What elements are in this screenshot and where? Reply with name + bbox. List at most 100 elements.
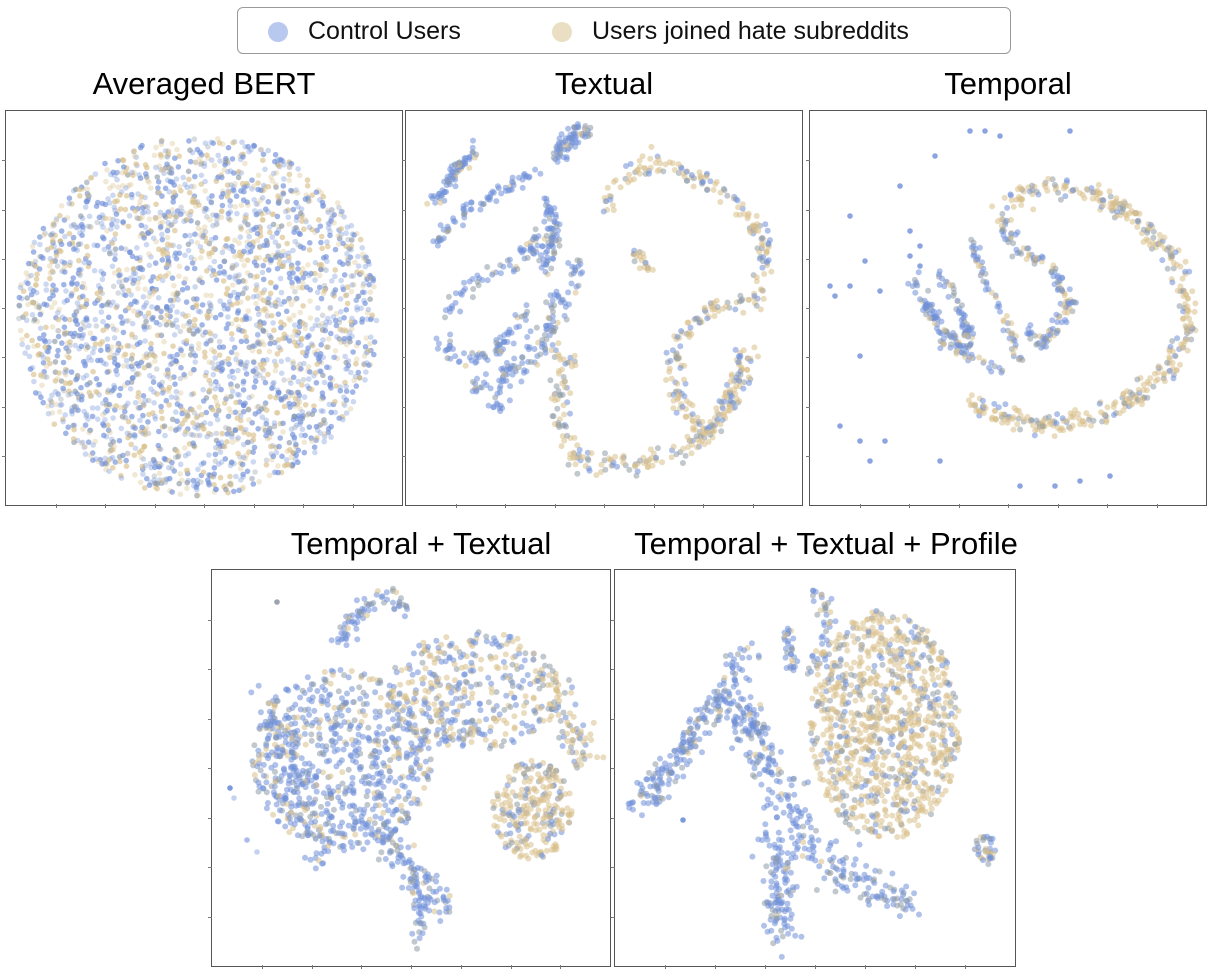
point-hate-user: [148, 340, 154, 347]
point-hate-user: [1184, 295, 1191, 302]
point-control-user: [118, 425, 125, 432]
point-hate-user: [167, 375, 174, 382]
point-hate-user: [245, 295, 251, 301]
point-control-user: [473, 387, 480, 394]
point-control-user: [317, 197, 323, 203]
point-control-user: [282, 252, 288, 259]
point-control-user: [177, 461, 184, 468]
point-control-user: [321, 379, 328, 386]
point-hate-user: [1015, 407, 1022, 414]
point-control-user: [365, 258, 372, 265]
point-hate-user: [66, 262, 73, 269]
point-control-user: [240, 474, 246, 480]
point-hate-user: [152, 353, 158, 360]
point-hate-user: [221, 167, 227, 173]
point-control-user: [221, 306, 228, 312]
x-axis-tick: [752, 504, 754, 508]
point-control-user: [241, 408, 247, 415]
point-control-user: [133, 154, 140, 160]
point-control-user: [80, 293, 86, 300]
point-hate-user: [31, 343, 37, 349]
point-control-user: [86, 354, 92, 360]
point-control-user: [461, 279, 467, 286]
point-hate-user: [685, 319, 692, 326]
point-control-user: [213, 212, 219, 219]
point-control-user: [200, 460, 207, 466]
point-control-user: [679, 460, 686, 466]
point-hate-user: [170, 343, 176, 349]
point-hate-user: [351, 282, 357, 288]
point-hate-user: [193, 432, 200, 439]
point-control-user: [967, 128, 973, 134]
point-hate-user: [1161, 378, 1168, 385]
point-control-user: [285, 356, 291, 363]
point-hate-user: [66, 230, 73, 237]
point-hate-user: [721, 412, 728, 419]
point-control-user: [452, 161, 459, 168]
point-control-user: [137, 417, 143, 424]
point-hate-user: [690, 183, 697, 190]
point-hate-user: [300, 266, 306, 272]
point-control-user: [276, 807, 283, 814]
point-control-user: [267, 425, 273, 432]
point-hate-user: [353, 356, 360, 362]
point-hate-user: [135, 404, 141, 411]
point-control-user: [548, 265, 555, 272]
point-control-user: [882, 438, 888, 444]
point-control-user: [564, 432, 571, 439]
point-control-user: [169, 275, 176, 281]
point-control-user: [307, 369, 313, 375]
point-control-user: [456, 159, 463, 166]
point-control-user: [281, 298, 288, 305]
point-control-user: [552, 237, 559, 244]
point-control-user: [1043, 335, 1050, 342]
point-control-user: [118, 475, 125, 481]
point-hate-user: [424, 200, 431, 207]
point-control-user: [326, 319, 333, 326]
point-control-user: [168, 360, 175, 366]
point-control-user: [123, 318, 130, 324]
point-control-user: [286, 400, 293, 407]
point-hate-user: [145, 310, 152, 316]
point-control-user: [222, 162, 228, 168]
point-hate-user: [726, 386, 733, 393]
point-control-user: [354, 307, 361, 313]
point-hate-user: [56, 328, 62, 334]
point-hate-user: [1156, 231, 1163, 238]
point-hate-user: [141, 485, 148, 491]
point-hate-user: [712, 181, 719, 187]
point-control-user: [103, 361, 109, 368]
point-control-user: [162, 185, 169, 192]
point-control-user: [104, 407, 110, 414]
point-control-user: [980, 278, 987, 285]
point-control-user: [257, 208, 263, 215]
point-control-user: [1051, 281, 1058, 288]
point-control-user: [436, 190, 443, 197]
point-control-user: [246, 233, 252, 240]
point-control-user: [512, 312, 519, 318]
point-hate-user: [555, 368, 562, 374]
point-control-user: [546, 332, 553, 339]
point-hate-user: [88, 174, 95, 181]
point-hate-user: [160, 386, 167, 393]
point-control-user: [322, 322, 329, 329]
point-control-user: [564, 359, 571, 366]
point-control-user: [474, 352, 481, 359]
panel-title-temporal-textual-profile: Temporal + Textual + Profile: [634, 526, 1018, 561]
point-hate-user: [318, 262, 325, 268]
point-control-user: [270, 453, 277, 460]
point-control-user: [343, 383, 349, 390]
point-control-user: [93, 376, 100, 382]
point-control-user: [507, 366, 514, 373]
point-hate-user: [1143, 236, 1150, 243]
point-control-user: [267, 257, 274, 263]
point-control-user: [189, 260, 196, 266]
point-control-user: [147, 479, 154, 486]
point-control-user: [224, 431, 231, 437]
point-hate-user: [229, 282, 236, 288]
point-control-user: [573, 283, 580, 290]
point-hate-user: [636, 163, 643, 170]
point-control-user: [260, 262, 267, 269]
point-control-user: [140, 294, 147, 300]
point-control-user: [343, 410, 350, 416]
